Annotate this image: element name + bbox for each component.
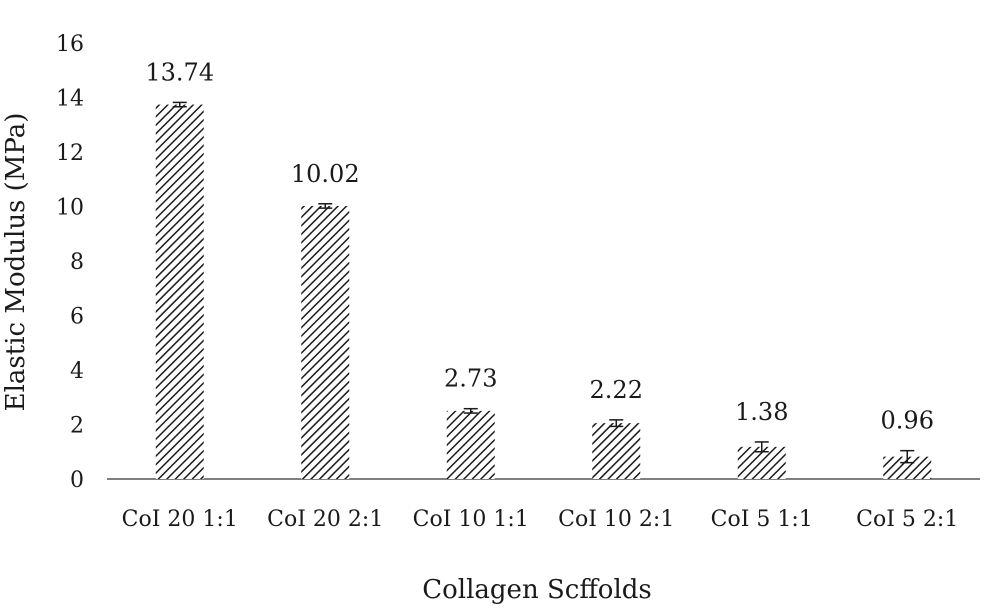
y-tick-label: 4 (70, 359, 84, 384)
y-axis-title: Elastic Modulus (MPa) (1, 113, 31, 412)
x-tick-label: CoI 20 2:1 (267, 507, 383, 532)
bar-2 (301, 205, 350, 479)
bar-4 (592, 423, 641, 479)
bar-6 (883, 456, 932, 479)
data-label: 13.74 (145, 58, 214, 86)
y-tick-label: 10 (56, 196, 84, 221)
x-tick-label: CoI 20 1:1 (122, 507, 238, 532)
y-tick-label: 14 (56, 87, 84, 112)
y-tick-label: 12 (56, 141, 84, 166)
y-tick-label: 6 (70, 305, 84, 330)
y-tick-label: 2 (70, 414, 84, 439)
bar-1 (155, 104, 204, 480)
x-tick-label: CoI 10 1:1 (413, 507, 529, 532)
plot-area: 0 2 4 6 8 10 12 14 16 13.74 CoI 20 1:1 10.02 CoI 20 … (56, 32, 980, 532)
data-label: 2.22 (590, 376, 643, 404)
x-tick-label: CoI 5 1:1 (711, 507, 813, 532)
data-label: 1.38 (735, 398, 788, 426)
y-tick-label: 16 (56, 32, 84, 57)
x-tick-label: CoI 10 2:1 (558, 507, 674, 532)
x-axis-title: Collagen Scffolds (422, 575, 652, 605)
x-tick-label: CoI 5 2:1 (856, 507, 958, 532)
bar-3 (446, 410, 495, 479)
y-tick-label: 8 (70, 250, 84, 275)
y-tick-label: 0 (70, 468, 84, 493)
data-label: 0.96 (881, 407, 934, 435)
data-label: 2.73 (444, 365, 497, 393)
data-label: 10.02 (291, 160, 360, 188)
